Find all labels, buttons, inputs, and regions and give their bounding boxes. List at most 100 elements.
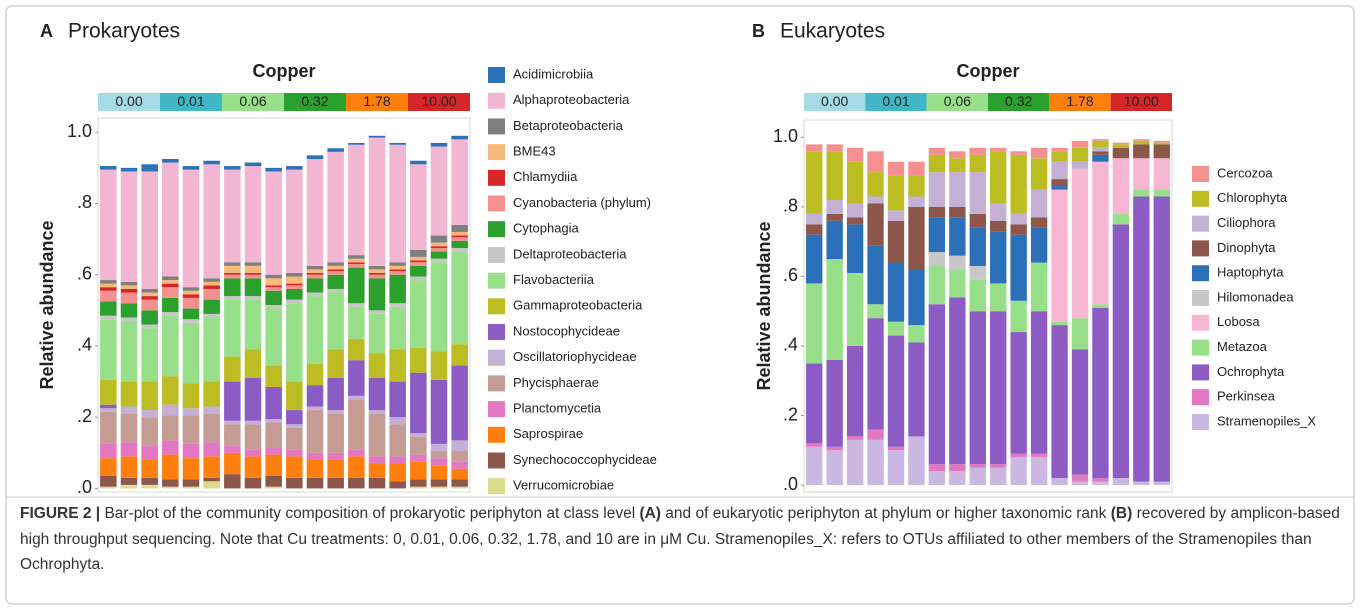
bar-segment [430,242,448,247]
bar-segment [348,306,365,339]
bar-segment [100,379,117,405]
bar-segment [348,338,365,361]
bar-segment [141,292,158,297]
bar-segment [203,160,220,165]
bar-segment [182,287,200,291]
bar-segment [182,319,200,323]
bar-segment [887,210,905,221]
bar-segment [1112,224,1130,479]
bar-segment [1051,147,1068,152]
bar-segment [327,288,344,293]
bar-segment [306,410,324,453]
bar-segment [162,280,179,284]
bar-segment [348,477,365,489]
bar-segment [969,154,986,173]
legend-label: Hilomonadea [1217,289,1294,304]
bar-segment [348,262,365,265]
legend-label: Chlamydiia [513,169,578,184]
y-tick-label: .2 [783,404,798,424]
bar-segment [244,274,262,279]
bar-segment [348,258,365,263]
bar-segment [430,379,448,444]
bar-segment [306,278,324,293]
bar-segment [224,356,241,382]
bar-segment [203,456,220,478]
bar-segment [224,296,241,300]
copper-level [926,93,988,111]
bar-segment [1051,161,1068,180]
bar-segment [368,310,386,314]
legend-swatch [488,195,505,212]
bar-segment [203,288,220,300]
bar-segment [265,486,282,489]
bar-segment [1153,481,1170,486]
bar-segment [867,439,884,486]
bar-segment [224,169,241,263]
bar-segment [410,280,427,348]
bar-segment [430,443,448,452]
legend-label: Perkinsea [1217,389,1276,404]
bar-segment [806,363,823,444]
bar-segment [348,142,365,145]
bar-segment [1051,478,1068,486]
y-tick-label: 1.0 [67,121,92,141]
bar-segment [826,144,843,152]
bar-segment [846,439,864,486]
legend-swatch [488,144,505,161]
bar-segment [451,365,468,441]
legend-swatch [488,221,505,238]
bar-segment [224,424,241,446]
bar-segment [368,278,386,311]
bar-segment [182,322,200,384]
bar-segment [348,144,365,256]
bar-segment [389,269,406,272]
bar-segment [451,344,468,366]
bar-segment [410,262,427,266]
bar-segment [806,234,823,284]
bar-segment [1133,158,1150,190]
bar-segment [182,408,200,416]
bar-segment [327,151,344,263]
bar-segment [846,345,864,437]
bar-segment [306,265,324,270]
bar-segment [826,199,843,214]
legend-swatch [488,452,505,469]
bar-segment [182,383,200,409]
bar-segment [1051,151,1068,162]
bar-segment [389,456,406,464]
legend-swatch [488,401,505,418]
bar-segment [368,265,386,270]
bar-segment [451,135,468,140]
bar-segment [141,445,158,460]
copper-label: 10.00 [1124,93,1159,109]
bar-segment [286,283,303,286]
bar-segment [327,265,344,270]
copper-title: Copper [253,61,316,81]
bar-segment [286,410,303,425]
legend-swatch [488,478,505,495]
bar-segment [451,224,468,232]
bar-segment [327,410,344,414]
bar-segment [430,142,448,147]
bar-segment [141,484,158,489]
bar-segment [430,235,448,243]
bar-segment [990,311,1007,465]
bar-segment [949,158,966,173]
bar-segment [100,283,117,288]
bar-segment [244,378,262,421]
bar-segment [244,299,262,350]
bar-segment [806,213,823,225]
copper-label: 0.06 [944,93,971,109]
bar-segment [908,325,925,343]
legend-label: Stramenopiles_X [1217,413,1316,428]
bar-segment [1030,227,1048,263]
bar-segment [887,450,905,486]
bar-segment [327,271,344,275]
bar-segment [806,283,823,364]
bar-segment [120,167,138,172]
bar-segment [846,161,864,204]
bar-segment [100,301,117,316]
legend-label: Synechococcophycideae [513,452,657,467]
bar-segment [949,297,966,465]
legend-label: BME43 [513,144,556,159]
